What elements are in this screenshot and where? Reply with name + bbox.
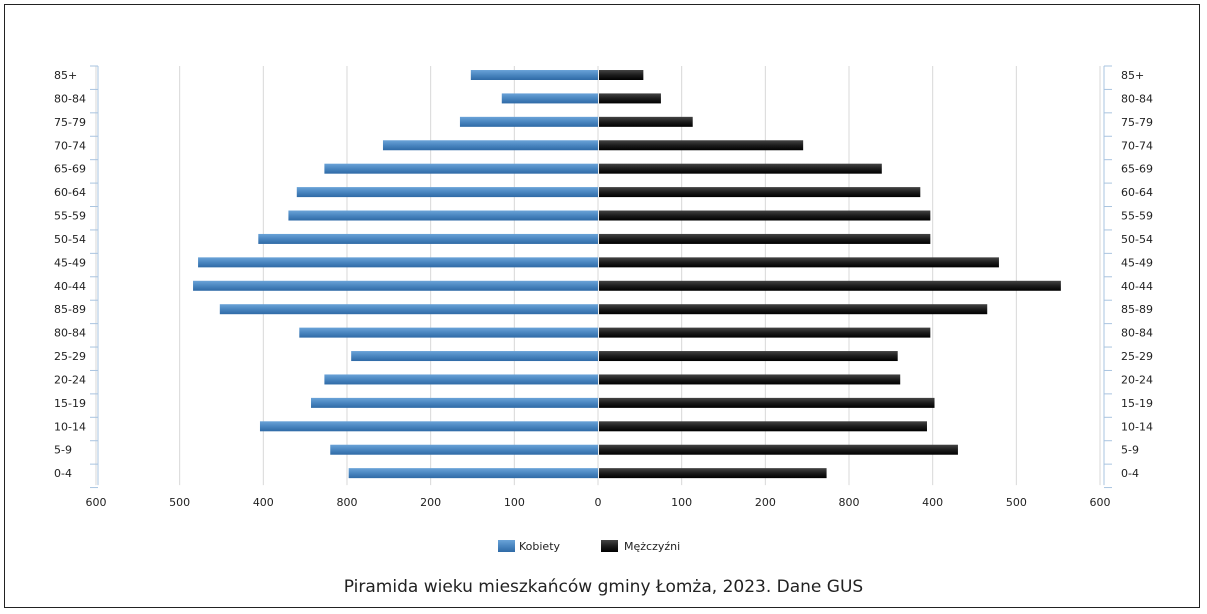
bar-male (599, 397, 935, 408)
y-tick-label-left: 80-84 (54, 327, 86, 340)
bar-female (348, 468, 598, 479)
y-tick-label-left: 85-89 (54, 303, 86, 316)
bar-female (299, 327, 598, 338)
x-tick-label: 200 (755, 496, 776, 509)
bar-female (330, 444, 598, 455)
x-tick-label: 400 (922, 496, 943, 509)
bar-female (351, 351, 598, 362)
y-tick-label-right: 15-19 (1121, 397, 1153, 410)
y-tick-label-right: 10-14 (1121, 420, 1153, 433)
bar-female (324, 163, 598, 174)
y-tick-label-right: 50-54 (1121, 233, 1153, 246)
bar-female (259, 421, 598, 432)
x-tick-label: 200 (420, 496, 441, 509)
legend-label-male: Mężczyźni (624, 540, 680, 553)
y-tick-label-right: 70-74 (1121, 139, 1153, 152)
legend-swatch-male (601, 540, 618, 552)
y-tick-label-right: 85-89 (1121, 303, 1153, 316)
chart-caption: Piramida wieku mieszkańców gminy Łomża, … (343, 577, 864, 597)
bar-male (599, 257, 999, 268)
y-tick-label-right: 45-49 (1121, 256, 1153, 269)
y-tick-label-left: 85+ (54, 69, 77, 82)
y-tick-label-right: 65-69 (1121, 163, 1153, 176)
y-tick-label-left: 45-49 (54, 256, 86, 269)
y-tick-label-right: 40-44 (1121, 280, 1153, 293)
y-tick-label-right: 5-9 (1121, 444, 1139, 457)
x-tick-label: 500 (169, 496, 190, 509)
x-tick-label: 0 (595, 496, 602, 509)
bar-male (599, 421, 927, 432)
bar-female (219, 304, 599, 315)
y-tick-label-left: 5-9 (54, 444, 72, 457)
bar-male (599, 327, 931, 338)
bar-male (599, 468, 827, 479)
bar-male (599, 444, 958, 455)
x-tick-label: 600 (1090, 496, 1111, 509)
bar-female (296, 187, 598, 198)
bar-male (599, 351, 898, 362)
bar-male (599, 140, 804, 151)
bar-female (288, 210, 598, 221)
y-tick-label-left: 80-84 (54, 92, 86, 105)
bar-male (599, 163, 882, 174)
bar-female (193, 280, 598, 291)
x-tick-label: 100 (671, 496, 692, 509)
y-tick-label-left: 20-24 (54, 373, 86, 386)
y-tick-label-right: 60-64 (1121, 186, 1153, 199)
bar-female (501, 93, 598, 104)
y-tick-label-left: 70-74 (54, 139, 86, 152)
x-tick-label: 500 (1006, 496, 1027, 509)
y-tick-label-right: 0-4 (1121, 467, 1139, 480)
y-tick-label-right: 75-79 (1121, 116, 1153, 129)
bar-male (599, 116, 693, 127)
y-tick-label-right: 25-29 (1121, 350, 1153, 363)
bar-female (382, 140, 598, 151)
bar-male (599, 280, 1061, 291)
x-tick-label: 600 (85, 496, 106, 509)
bar-female (459, 116, 598, 127)
x-tick-label: 100 (504, 496, 525, 509)
bar-female (311, 397, 598, 408)
bar-male (599, 374, 901, 385)
bar-male (599, 304, 988, 315)
bar-female (258, 233, 598, 244)
y-tick-label-left: 60-64 (54, 186, 86, 199)
bar-female (324, 374, 598, 385)
bar-male (599, 70, 644, 80)
y-tick-label-left: 10-14 (54, 420, 86, 433)
y-tick-label-left: 50-54 (54, 233, 86, 246)
legend-swatch-female (498, 540, 515, 552)
bar-male (599, 233, 931, 244)
bar-male (599, 187, 921, 198)
y-tick-label-right: 20-24 (1121, 373, 1153, 386)
y-tick-label-right: 85+ (1121, 69, 1144, 82)
y-tick-label-left: 65-69 (54, 163, 86, 176)
bar-female (470, 70, 598, 80)
legend-label-female: Kobiety (519, 540, 561, 553)
y-tick-label-left: 0-4 (54, 467, 72, 480)
y-tick-label-right: 80-84 (1121, 92, 1153, 105)
y-tick-label-left: 15-19 (54, 397, 86, 410)
bar-male (599, 210, 931, 221)
y-tick-label-right: 80-84 (1121, 327, 1153, 340)
y-tick-label-left: 75-79 (54, 116, 86, 129)
y-tick-label-right: 55-59 (1121, 210, 1153, 223)
x-tick-label: 800 (336, 496, 357, 509)
x-tick-label: 400 (253, 496, 274, 509)
bar-female (198, 257, 598, 268)
bar-male (599, 93, 661, 104)
x-tick-label: 800 (839, 496, 860, 509)
y-tick-label-left: 55-59 (54, 210, 86, 223)
y-tick-label-left: 40-44 (54, 280, 86, 293)
y-tick-label-left: 25-29 (54, 350, 86, 363)
